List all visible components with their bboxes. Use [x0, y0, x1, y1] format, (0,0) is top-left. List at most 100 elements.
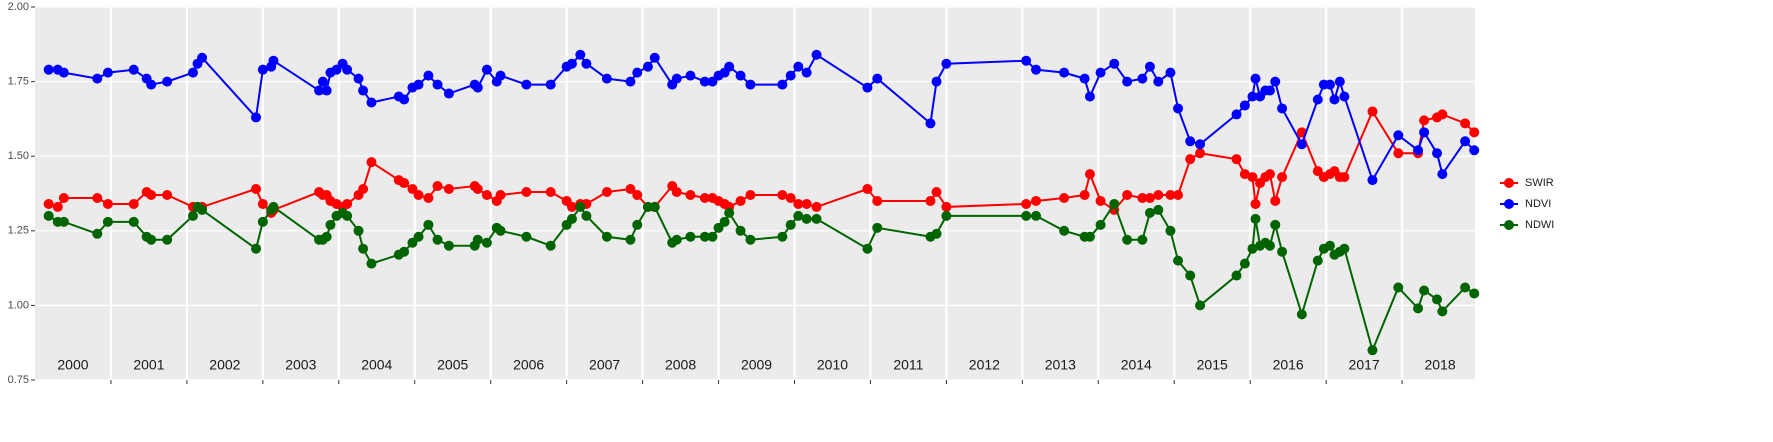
point: [443, 240, 454, 251]
point: [745, 79, 756, 90]
point: [1460, 118, 1471, 129]
point: [146, 234, 157, 245]
point: [566, 201, 577, 212]
point: [251, 243, 262, 254]
point: [1264, 85, 1275, 96]
point: [777, 189, 788, 200]
y-tick-label: 0.75: [8, 374, 29, 386]
point: [495, 225, 506, 236]
point: [1137, 73, 1148, 84]
point: [1095, 67, 1106, 78]
point: [432, 79, 443, 90]
point: [941, 210, 952, 221]
point: [1031, 210, 1042, 221]
point: [413, 189, 424, 200]
point: [342, 198, 353, 209]
point: [1173, 103, 1184, 114]
point: [317, 76, 328, 87]
year-label: 2016: [1273, 357, 1304, 373]
year-label: 2014: [1121, 357, 1152, 373]
year-label: 2004: [361, 357, 392, 373]
point: [581, 210, 592, 221]
point: [43, 210, 54, 221]
point: [432, 181, 443, 192]
point: [862, 184, 873, 195]
point: [52, 201, 63, 212]
point: [1296, 309, 1307, 320]
point: [1021, 55, 1032, 66]
point: [1122, 189, 1133, 200]
point: [707, 231, 718, 242]
year-label: 2002: [209, 357, 240, 373]
point: [1144, 207, 1155, 218]
point: [545, 79, 556, 90]
point: [735, 70, 746, 81]
point: [1095, 195, 1106, 206]
point: [1437, 109, 1448, 120]
point: [1277, 103, 1288, 114]
point: [724, 61, 735, 72]
point: [931, 228, 942, 239]
point: [1469, 127, 1480, 138]
point: [685, 70, 696, 81]
point: [162, 189, 173, 200]
point: [1185, 154, 1196, 165]
point: [1195, 300, 1206, 311]
point: [724, 207, 735, 218]
point: [268, 55, 279, 66]
point: [1165, 225, 1176, 236]
point: [353, 73, 364, 84]
point: [745, 189, 756, 200]
point: [432, 234, 443, 245]
point: [43, 64, 54, 75]
point: [1059, 67, 1070, 78]
point: [1339, 91, 1350, 102]
point: [102, 67, 113, 78]
point: [793, 210, 804, 221]
point: [321, 231, 332, 242]
point: [1109, 198, 1120, 209]
year-label: 2001: [133, 357, 164, 373]
point: [1460, 136, 1471, 147]
year-label: 2000: [57, 357, 88, 373]
point: [625, 76, 636, 87]
point: [1084, 91, 1095, 102]
point: [1059, 192, 1070, 203]
year-label: 2010: [817, 357, 848, 373]
point: [801, 67, 812, 78]
point: [685, 231, 696, 242]
point: [735, 195, 746, 206]
point: [1367, 106, 1378, 117]
point: [128, 64, 139, 75]
point: [366, 157, 377, 168]
point: [472, 234, 483, 245]
point: [632, 67, 643, 78]
point: [443, 184, 454, 195]
point: [58, 67, 69, 78]
point: [92, 73, 103, 84]
point: [495, 189, 506, 200]
point: [1084, 231, 1095, 242]
point: [1432, 294, 1443, 305]
point: [1339, 172, 1350, 183]
point: [257, 64, 268, 75]
point: [1165, 67, 1176, 78]
point: [1250, 73, 1261, 84]
point: [632, 189, 643, 200]
point: [699, 76, 710, 87]
point: [366, 258, 377, 269]
point: [811, 201, 822, 212]
point: [1031, 195, 1042, 206]
point: [146, 79, 157, 90]
point: [1329, 94, 1340, 105]
point: [399, 178, 410, 189]
point: [777, 231, 788, 242]
point: [521, 187, 532, 198]
point: [43, 198, 54, 209]
point: [1079, 73, 1090, 84]
point: [671, 187, 682, 198]
point: [92, 228, 103, 239]
point: [1469, 145, 1480, 156]
point: [1185, 270, 1196, 281]
